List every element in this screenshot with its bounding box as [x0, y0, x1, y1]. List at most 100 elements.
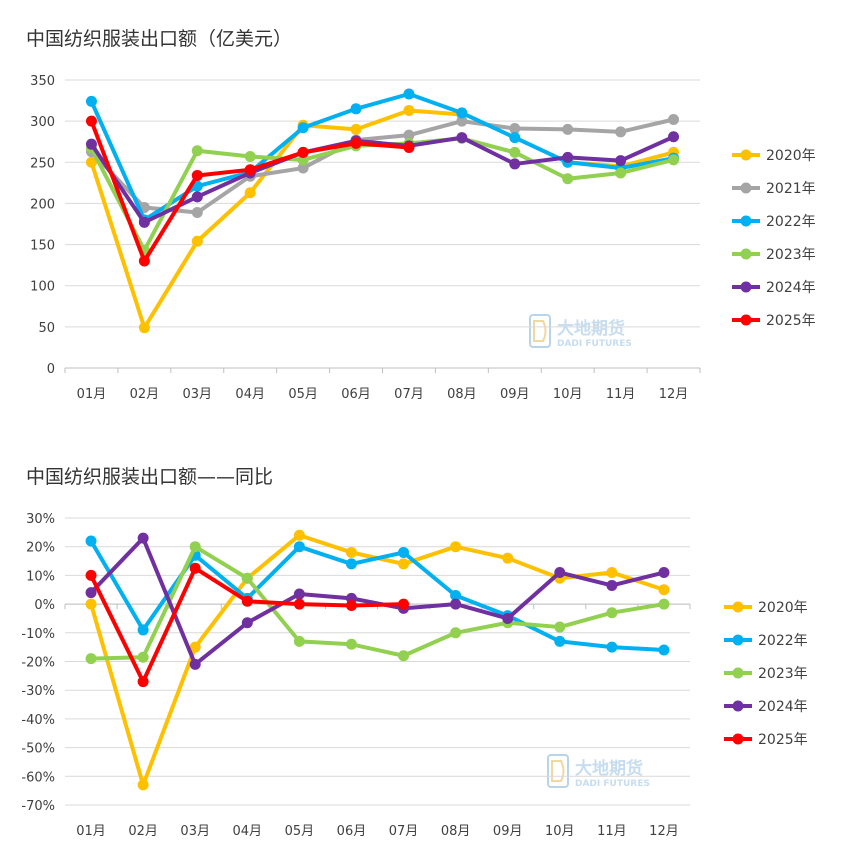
data-point: [509, 132, 521, 144]
data-point: [668, 131, 680, 143]
legend-label: 2025年: [766, 313, 816, 329]
watermark-en: DADI FUTURES: [557, 339, 632, 349]
data-point: [668, 154, 680, 166]
data-point: [668, 113, 680, 125]
series-line: [89, 136, 676, 253]
data-point: [562, 123, 574, 135]
data-point: [456, 132, 468, 144]
data-point: [502, 612, 514, 624]
data-point: [191, 145, 203, 157]
y-tick-label: -10%: [21, 627, 55, 642]
watermark-cn: 大地期货: [575, 758, 643, 779]
data-point: [562, 151, 574, 163]
data-point: [403, 104, 415, 116]
series-2023年: [85, 132, 680, 256]
data-point: [85, 653, 97, 665]
y-tick-label: 0: [47, 362, 55, 377]
series-2024年: [85, 131, 680, 228]
data-point: [241, 595, 253, 607]
data-point: [345, 558, 357, 570]
data-point: [398, 558, 410, 570]
data-point: [85, 156, 97, 168]
x-tick-label: 09月: [493, 824, 523, 839]
legend-entry: 2022年: [724, 633, 808, 649]
legend-swatch-marker: [732, 634, 744, 646]
data-point: [350, 103, 362, 115]
data-point: [138, 216, 150, 228]
y-tick-label: 350: [30, 74, 55, 89]
x-tick-label: 01月: [77, 387, 107, 402]
y-tick-label: 30%: [26, 512, 55, 527]
series-2020年: [85, 529, 670, 791]
watermark-logo: 大地期货 DADI FUTURES: [547, 754, 650, 789]
x-tick-label: 11月: [597, 824, 627, 839]
watermark-logo: 大地期货 DADI FUTURES: [529, 314, 632, 349]
x-tick-label: 02月: [130, 387, 160, 402]
data-point: [189, 658, 201, 670]
export-value-chart: 中国纺织服装出口额（亿美元） 大地期货 DADI FUTURES 0 50 100 1…: [26, 28, 816, 402]
data-point: [345, 638, 357, 650]
data-point: [137, 532, 149, 544]
data-point: [191, 235, 203, 247]
data-point: [137, 676, 149, 688]
legend-label: 2022年: [758, 633, 808, 649]
x-tick-label: 04月: [233, 824, 263, 839]
series-2025年: [85, 115, 415, 267]
data-point: [85, 95, 97, 107]
x-tick-label: 07月: [389, 824, 419, 839]
data-point: [191, 169, 203, 181]
data-point: [658, 584, 670, 596]
y-tick-label: 200: [30, 197, 55, 212]
data-point: [297, 122, 309, 134]
x-tick-label: 03月: [180, 824, 210, 839]
data-point: [509, 146, 521, 158]
data-point: [606, 607, 618, 619]
x-tick-label: 07月: [394, 387, 424, 402]
data-point: [85, 569, 97, 581]
data-point: [244, 164, 256, 176]
data-point: [297, 146, 309, 158]
legend-label: 2020年: [766, 148, 816, 164]
y-tick-label: -70%: [21, 799, 55, 814]
watermark-logo-mark: [547, 754, 569, 788]
legend-label: 2021年: [766, 181, 816, 197]
data-point: [615, 126, 627, 138]
legend-swatch-marker: [740, 248, 752, 260]
data-point: [138, 322, 150, 334]
data-point: [345, 600, 357, 612]
data-point: [191, 191, 203, 203]
data-point: [293, 529, 305, 541]
data-point: [554, 567, 566, 579]
data-point: [456, 115, 468, 127]
data-point: [502, 552, 514, 564]
export-yoy-chart: 中国纺织服装出口额——同比 大地期货 DADI FUTURES 30% 20% 10…: [21, 466, 808, 839]
watermark-en: DADI FUTURES: [575, 779, 650, 789]
series-2023年: [85, 541, 670, 665]
legend-entry: 2024年: [724, 699, 808, 715]
x-tick-label: 10月: [545, 824, 575, 839]
data-point: [658, 567, 670, 579]
legend-entry: 2025年: [732, 313, 816, 329]
y-tick-label: 50: [38, 321, 55, 336]
y-tick-label: 250: [30, 156, 55, 171]
y-tick-label: 10%: [26, 569, 55, 584]
data-point: [293, 541, 305, 553]
data-point: [244, 187, 256, 199]
watermark-logo-mark: [529, 314, 551, 348]
data-point: [191, 206, 203, 218]
data-point: [293, 635, 305, 647]
legend-entry: 2023年: [724, 666, 808, 682]
data-point: [450, 589, 462, 601]
x-tick-label: 10月: [553, 387, 583, 402]
legend-swatch-marker: [732, 700, 744, 712]
y-tick-label: 20%: [26, 541, 55, 556]
legend-label: 2024年: [766, 280, 816, 296]
data-point: [606, 579, 618, 591]
legend-entry: 2021年: [732, 181, 816, 197]
data-point: [293, 588, 305, 600]
data-point: [297, 162, 309, 174]
data-point: [456, 107, 468, 119]
x-tick-label: 04月: [235, 387, 265, 402]
legend-swatch-marker: [740, 215, 752, 227]
data-point: [606, 567, 618, 579]
